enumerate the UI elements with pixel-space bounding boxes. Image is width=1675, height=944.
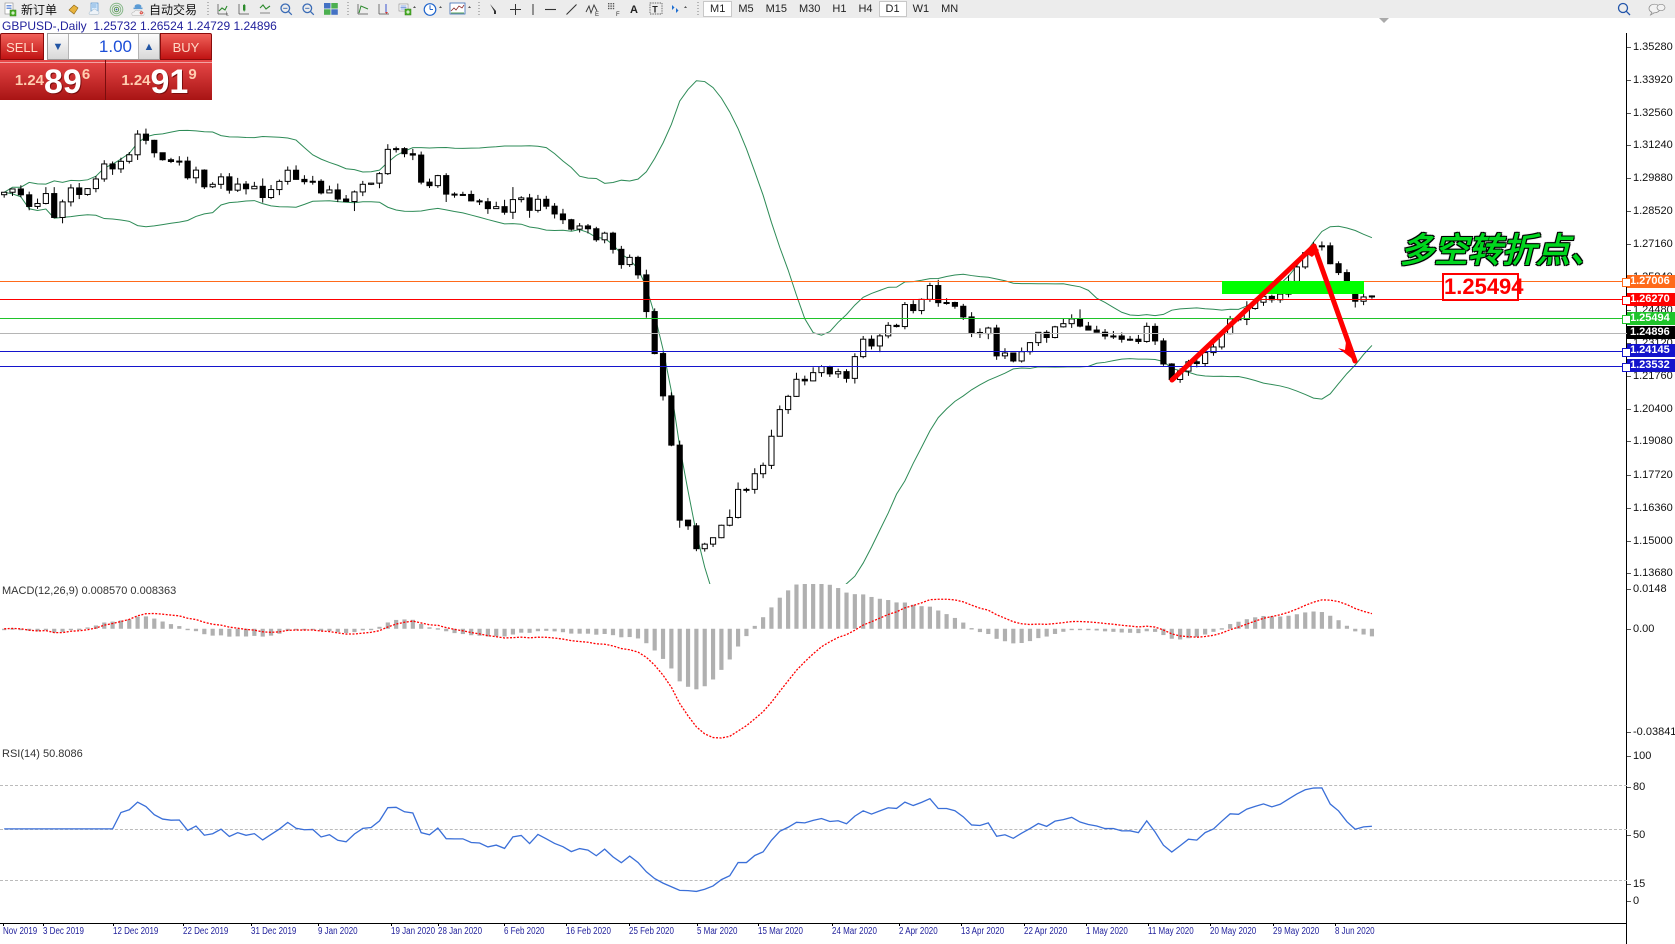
svg-text:A: A	[630, 4, 638, 16]
svg-text:E: E	[595, 12, 599, 17]
svg-text:F: F	[616, 12, 620, 17]
svg-text:T: T	[652, 4, 658, 14]
svg-text:L: L	[226, 11, 229, 17]
